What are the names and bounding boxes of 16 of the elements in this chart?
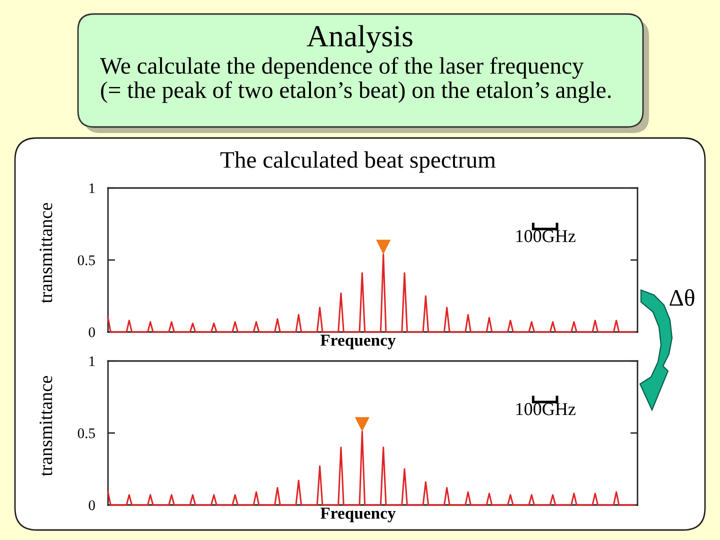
y-axis-title: transmittance (40, 376, 52, 476)
y-tick-label: 0 (88, 500, 95, 510)
x-axis-title: Frequency (320, 508, 396, 522)
annotation: 100GHz (516, 403, 576, 416)
y-tick-label: 1 (89, 356, 95, 366)
y-tick-label: 0.5 (78, 428, 95, 438)
chart-subtitle: We calculate the dependence of the laser frequency (= the peak of two etalon’s beat) on the etalon’s angle. (100, 57, 611, 103)
text: The calculated beat spectrum (220, 151, 496, 173)
y-tick-label: 0 (88, 327, 95, 338)
x-axis-title: Frequency (320, 334, 396, 350)
chart-title: Analysis (306, 25, 412, 53)
annotation: 100GHz (516, 230, 576, 242)
text: Δθ (670, 289, 694, 306)
y-tick-label: 0.5 (78, 255, 95, 266)
y-axis-title: transmittance (40, 202, 52, 304)
y-tick-label: 1 (89, 183, 95, 194)
